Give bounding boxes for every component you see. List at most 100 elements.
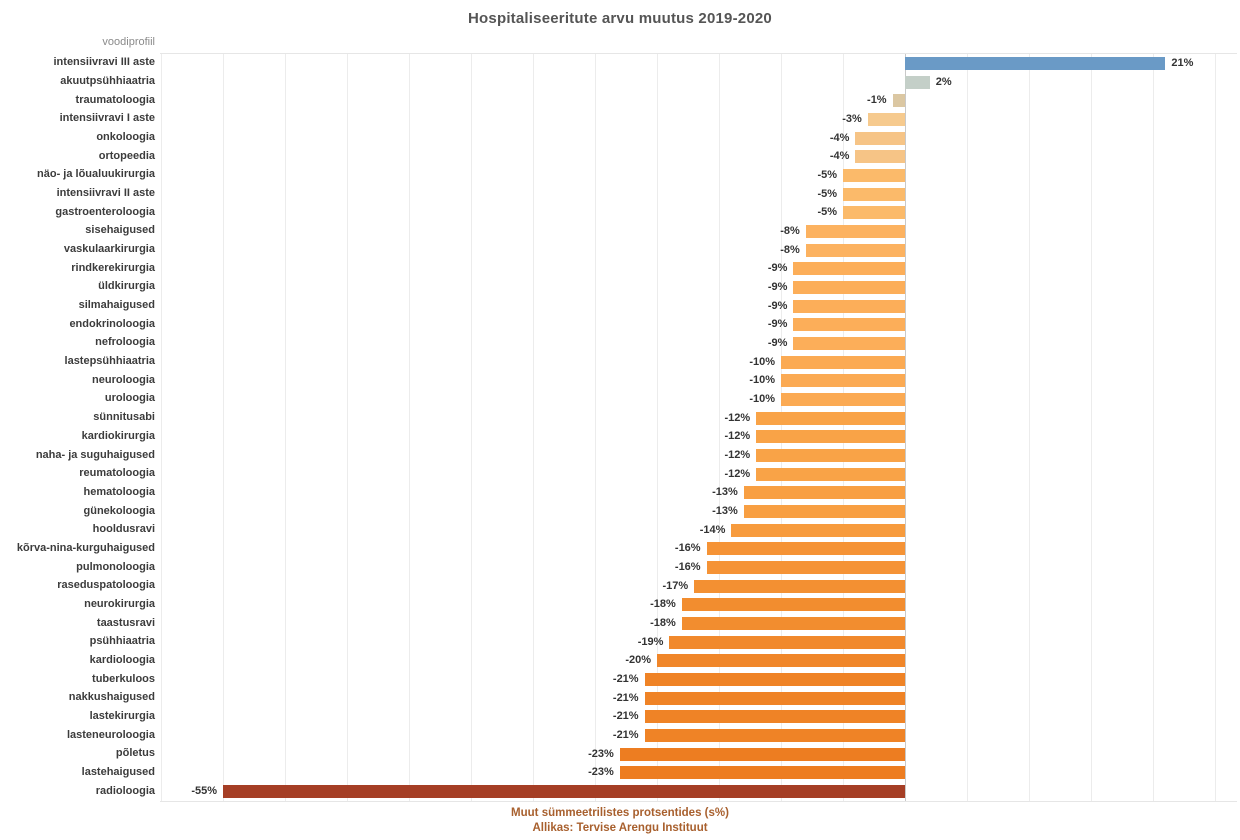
bar[interactable]	[756, 430, 905, 444]
bar[interactable]	[781, 374, 905, 388]
source-note: Allikas: Tervise Arengu Instituut	[532, 822, 708, 834]
category-label[interactable]: lasteneuroloogia	[66, 728, 155, 741]
category-label[interactable]: intensiivravi I aste	[59, 112, 155, 125]
value-label: -20%	[625, 654, 651, 667]
bar[interactable]	[793, 336, 905, 350]
category-label[interactable]: nefroloogia	[95, 336, 155, 349]
bar[interactable]	[781, 355, 905, 369]
category-label[interactable]: kardioloogia	[89, 653, 155, 666]
bar[interactable]	[805, 224, 905, 238]
category-label[interactable]: hematoloogia	[83, 485, 155, 498]
bar[interactable]	[867, 112, 905, 126]
gridline	[1029, 54, 1030, 801]
bar[interactable]	[657, 654, 905, 668]
bar[interactable]	[731, 523, 905, 537]
bar[interactable]	[905, 75, 930, 89]
bar[interactable]	[619, 766, 905, 780]
category-label[interactable]: rindkerekirurgia	[71, 261, 155, 274]
bar[interactable]	[756, 467, 905, 481]
category-label[interactable]: lastekirurgia	[89, 709, 155, 722]
bar[interactable]	[743, 505, 905, 519]
category-label[interactable]: pulmonoloogia	[76, 560, 155, 573]
bar[interactable]	[892, 94, 905, 108]
gridline	[595, 54, 596, 801]
category-label[interactable]: sisehaigused	[85, 224, 155, 237]
category-label[interactable]: nakkushaigused	[68, 691, 155, 704]
category-label[interactable]: kardiokirurgia	[81, 429, 155, 442]
value-label: 21%	[1171, 56, 1194, 69]
bar[interactable]	[223, 785, 905, 799]
bar[interactable]	[694, 579, 905, 593]
value-label: -21%	[612, 729, 639, 742]
bar[interactable]	[644, 691, 905, 705]
bar[interactable]	[843, 206, 905, 220]
category-label[interactable]: gastroenteroloogia	[55, 205, 155, 218]
bar[interactable]	[781, 392, 905, 406]
bar[interactable]	[793, 299, 905, 313]
bar[interactable]	[644, 710, 905, 724]
category-label[interactable]: intensiivravi II aste	[56, 187, 155, 200]
bar[interactable]	[805, 243, 905, 257]
category-label[interactable]: raseduspatoloogia	[57, 579, 155, 592]
bar[interactable]	[793, 262, 905, 276]
gridline	[285, 54, 286, 801]
category-label[interactable]: vaskulaarkirurgia	[63, 243, 155, 256]
category-label[interactable]: kõrva-nina-kurguhaigused	[16, 541, 155, 554]
bar[interactable]	[743, 486, 905, 500]
category-label[interactable]: naha- ja suguhaigused	[35, 448, 155, 461]
bar[interactable]	[681, 617, 905, 631]
bar[interactable]	[619, 747, 905, 761]
category-label[interactable]: üldkirurgia	[98, 280, 155, 293]
category-label[interactable]: intensiivravi III aste	[53, 56, 156, 69]
value-label: -5%	[817, 206, 837, 219]
category-label[interactable]: neurokirurgia	[84, 597, 155, 610]
bar[interactable]	[855, 131, 905, 145]
bar[interactable]	[843, 168, 905, 182]
bar[interactable]	[669, 635, 905, 649]
bar[interactable]	[793, 280, 905, 294]
category-label[interactable]: hooldusravi	[92, 523, 155, 536]
category-label[interactable]: endokrinoloogia	[69, 317, 155, 330]
category-label[interactable]: neuroloogia	[92, 373, 155, 386]
category-label[interactable]: reumatoloogia	[79, 467, 155, 480]
bar[interactable]	[793, 318, 905, 332]
bar[interactable]	[855, 150, 905, 164]
category-label[interactable]: lastehaigused	[81, 765, 155, 778]
bar[interactable]	[706, 542, 905, 556]
bar[interactable]	[706, 561, 905, 575]
category-label[interactable]: traumatoloogia	[75, 93, 155, 106]
value-label: -12%	[724, 430, 751, 443]
value-label: -18%	[650, 617, 676, 630]
value-label: -21%	[612, 710, 639, 723]
category-label[interactable]: taastusravi	[96, 616, 155, 629]
bar[interactable]	[644, 729, 905, 743]
category-label[interactable]: radioloogia	[95, 784, 155, 797]
category-label[interactable]: akuutpsühhiaatria	[60, 75, 155, 87]
category-label[interactable]: näo- ja lõualuukirurgia	[37, 168, 155, 181]
category-label[interactable]: günekoloogia	[83, 504, 156, 517]
value-label: -5%	[817, 187, 837, 200]
category-label[interactable]: ortopeedia	[98, 149, 155, 162]
bar[interactable]	[681, 598, 905, 612]
bar[interactable]	[756, 449, 905, 462]
category-label[interactable]: lastepsühhiaatria	[64, 355, 155, 368]
category-label[interactable]: tuberkuloos	[92, 672, 155, 685]
value-label: -21%	[612, 673, 639, 686]
value-label: -13%	[712, 486, 738, 499]
category-label[interactable]: uroloogia	[104, 392, 155, 405]
category-label[interactable]: põletus	[115, 747, 155, 760]
category-label[interactable]: sünnitusabi	[93, 411, 155, 424]
value-label: -9%	[767, 336, 788, 349]
gridline	[471, 54, 472, 801]
value-label: -9%	[767, 318, 788, 331]
bar[interactable]	[905, 56, 1166, 70]
category-label[interactable]: silmahaigused	[78, 299, 155, 312]
bar[interactable]	[756, 411, 905, 425]
bar[interactable]	[644, 673, 905, 687]
bar[interactable]	[843, 187, 905, 201]
category-label[interactable]: onkoloogia	[96, 131, 155, 144]
category-label[interactable]: psühhiaatria	[89, 635, 155, 648]
value-label: -16%	[674, 542, 701, 555]
chart-title: Hospitaliseeritute arvu muutus 2019-2020	[468, 10, 772, 27]
